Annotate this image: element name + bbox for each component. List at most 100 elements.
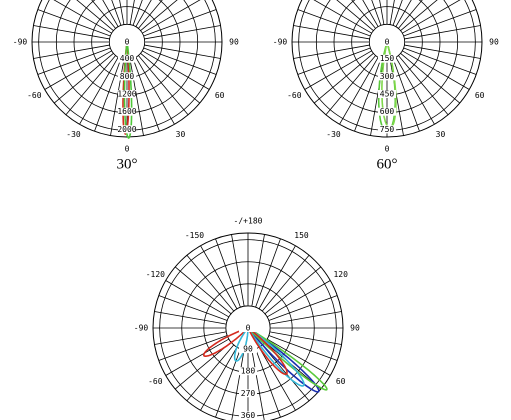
spoke [261,254,310,312]
spoke [325,55,376,116]
spoke [158,295,228,321]
spoke [351,0,376,29]
caption: 30° [117,156,138,172]
caption: 60° [377,156,398,172]
spoke [392,58,420,132]
angle-label: 90 [489,38,499,47]
spoke [400,0,438,31]
spoke [266,280,331,318]
spoke [129,0,135,25]
spoke [158,335,228,361]
radial-label-bg [118,125,136,134]
spoke [76,0,114,31]
curve [233,325,249,362]
spoke [37,47,111,75]
spoke [400,53,461,104]
spoke [379,0,385,25]
spoke [255,348,281,418]
radial-label: 2000 [117,125,136,134]
angle-label: 120 [333,270,348,279]
spoke [200,346,238,411]
angle-label: 0 [385,145,390,154]
spoke [65,55,116,116]
spoke [94,58,122,132]
spoke [138,0,163,29]
polar-diagram: -90 -60 -30 0 30 60 90 0 150 300 450 600 750 60° [273,0,499,172]
spoke [293,25,370,40]
angle-label: 30 [436,130,446,139]
radial-label-bg [378,90,396,99]
spoke [258,346,296,411]
spoke [231,349,245,420]
spoke [200,245,238,310]
spoke [261,344,310,402]
spoke [135,0,152,27]
spoke [313,0,372,34]
spoke [266,338,331,376]
spoke [119,0,125,25]
radial-label: 90 [243,345,253,354]
curve [247,327,305,387]
radial-label-bg [239,411,257,420]
curve [203,327,249,357]
spoke [215,348,241,418]
spoke [371,0,382,26]
spoke [53,0,112,34]
radial-label: 0 [385,38,390,47]
spoke [395,0,412,27]
spoke [269,331,342,345]
spoke [33,25,110,40]
radial-label-bg [378,125,396,134]
radial-label-bg [239,389,257,398]
angle-label: -30 [66,130,81,139]
spoke [251,349,265,420]
spoke [269,311,342,325]
angle-label: -150 [185,231,204,240]
angle-label: -60 [27,91,42,100]
spoke [37,9,111,37]
radial-label: 450 [380,90,395,99]
spoke [44,50,112,90]
spoke [154,311,227,325]
radial-label-bg [378,72,396,81]
radial-label: 270 [241,389,256,398]
polar-diagram: -90 -60 -30 0 30 60 90 0 400 800 1200 1600 2000 30° [13,0,239,172]
spoke [144,25,221,40]
spoke [403,47,477,75]
spoke [354,58,382,132]
spoke [297,47,371,75]
spoke [186,254,235,312]
spoke [392,0,403,26]
spoke [129,59,144,136]
angle-label: 30 [176,130,186,139]
spoke [102,0,119,27]
spoke [293,44,370,59]
radial-label-bg [118,54,136,63]
spoke [313,53,374,104]
curve [247,327,288,376]
angle-label: -90 [134,324,149,333]
radial-label: 1600 [117,107,136,116]
radial-label: 0 [246,324,251,333]
angle-label: -/+180 [234,217,263,226]
spoke [111,0,122,26]
curve [247,327,328,391]
radial-label: 800 [120,72,135,81]
spoke [79,57,119,125]
spoke [143,47,217,75]
spoke [215,238,241,308]
polar-diagram: -150 150 -120 120 -90 90 -60 60 -/+180 0 90 180 270 3… [134,217,360,420]
angle-label: -120 [146,270,165,279]
spoke [404,44,481,59]
spoke [251,234,265,307]
angle-label: -90 [13,38,28,47]
spoke [132,58,160,132]
spoke [186,344,235,402]
angle-label: -90 [273,38,288,47]
spoke [268,295,338,321]
radial-label-bg [118,38,136,46]
spoke [231,234,245,307]
spoke [144,44,221,59]
spoke [132,0,143,26]
